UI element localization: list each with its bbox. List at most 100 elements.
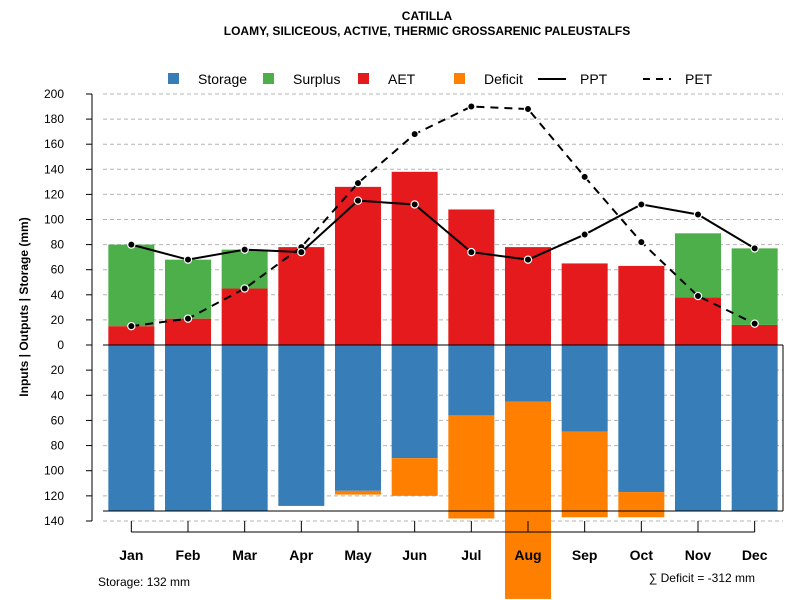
aet-bar — [221, 288, 268, 345]
y-tick-label: 60 — [51, 413, 65, 427]
storage-bar — [561, 345, 608, 432]
y-tick-label: 80 — [51, 238, 65, 252]
y-tick-label: 40 — [51, 388, 65, 402]
month-label: Sep — [572, 547, 598, 563]
storage-bar — [221, 345, 268, 511]
aet-bar — [165, 318, 211, 345]
pet-point — [183, 314, 193, 323]
storage-bar — [391, 345, 438, 459]
surplus-bar — [675, 233, 721, 298]
axes: 2001801601401201008060402002040608010012… — [44, 87, 768, 563]
storage-bar — [165, 345, 211, 511]
legend-label: Deficit — [484, 71, 523, 87]
pet-point — [467, 102, 476, 111]
chart-subtitle: LOAMY, SILICEOUS, ACTIVE, THERMIC GROSSA… — [224, 24, 630, 38]
y-tick-label: 140 — [44, 514, 64, 528]
y-tick-label: 0 — [57, 338, 64, 352]
deficit-bar — [561, 431, 608, 518]
y-tick-label: 140 — [44, 162, 64, 176]
y-tick-label: 120 — [44, 187, 64, 201]
ppt-point — [297, 247, 306, 257]
surplus-bar — [165, 259, 211, 319]
y-tick-label: 100 — [44, 464, 64, 478]
pet-point — [750, 319, 759, 328]
ppt-point — [637, 200, 646, 209]
pet-point — [353, 178, 363, 188]
legend-label: PET — [685, 71, 713, 87]
deficit-bar — [505, 401, 551, 599]
month-label: Apr — [289, 547, 314, 563]
y-tick-label: 40 — [51, 288, 65, 302]
ppt-point — [410, 200, 419, 209]
deficit-bar — [618, 492, 665, 518]
pet-point — [240, 284, 249, 293]
month-label: Mar — [232, 547, 257, 563]
storage-bar — [618, 345, 665, 493]
storage-bar — [505, 345, 551, 402]
month-label: Jan — [119, 547, 143, 563]
pet-point — [523, 104, 533, 114]
aet-bar — [731, 324, 778, 345]
storage-bar — [448, 345, 495, 416]
aet-bar — [335, 186, 381, 345]
aet-bar — [108, 326, 155, 345]
aet-bar — [448, 209, 495, 345]
aet-bar — [278, 247, 325, 345]
month-label: Jun — [402, 547, 427, 563]
y-tick-label: 20 — [51, 363, 65, 377]
ppt-point — [240, 245, 249, 254]
pet-point — [127, 321, 136, 331]
ppt-line — [131, 199, 756, 261]
y-tick-label: 200 — [44, 87, 64, 101]
aet-bar — [618, 265, 665, 345]
aet-bar — [561, 263, 608, 345]
ppt-point — [353, 196, 363, 205]
storage-bar — [675, 345, 721, 511]
month-label: Jul — [461, 547, 481, 563]
ppt-point — [693, 210, 703, 219]
storage-bar — [278, 345, 325, 506]
deficit-bar — [448, 415, 495, 519]
month-label: Oct — [630, 547, 654, 563]
y-tick-label: 80 — [51, 439, 65, 453]
y-axis-title: Inputs | Outputs | Storage (mm) — [17, 217, 31, 396]
legend-label: Surplus — [293, 71, 340, 87]
aet-bar — [391, 171, 438, 345]
legend: Storage Surplus AET Deficit PPT PET — [168, 71, 713, 87]
bars — [103, 171, 784, 599]
y-tick-label: 180 — [44, 112, 64, 126]
legend-swatch — [454, 73, 465, 84]
ppt-point — [523, 255, 533, 264]
gridlines — [103, 93, 783, 522]
aet-bar — [675, 297, 721, 345]
legend-swatch — [358, 73, 369, 84]
surplus-bar — [731, 248, 778, 325]
month-label: Feb — [176, 547, 201, 563]
surplus-bar — [221, 249, 268, 289]
month-label: Aug — [514, 547, 541, 563]
deficit-bar — [335, 490, 381, 495]
storage-bar — [731, 345, 778, 511]
pet-point — [637, 237, 646, 247]
y-tick-label: 160 — [44, 137, 64, 151]
ppt-point — [580, 230, 589, 239]
y-tick-label: 20 — [51, 313, 65, 327]
surplus-bar — [108, 244, 155, 327]
month-label: May — [344, 547, 371, 563]
pet-point — [410, 129, 419, 139]
storage-footnote: Storage: 132 mm — [98, 575, 190, 589]
y-tick-label: 120 — [44, 489, 64, 503]
y-tick-label: 60 — [51, 263, 65, 277]
legend-swatch — [263, 73, 274, 84]
pet-point — [693, 291, 703, 301]
chart-title: CATILLA — [402, 9, 453, 23]
month-label: Nov — [685, 547, 712, 563]
series-lines — [127, 102, 759, 331]
deficit-bar — [391, 458, 438, 496]
deficit-footnote: ∑ Deficit = -312 mm — [649, 571, 755, 585]
legend-label: Storage — [198, 71, 247, 87]
ppt-point — [183, 255, 193, 264]
pet-point — [580, 172, 589, 182]
legend-swatch — [168, 73, 179, 84]
